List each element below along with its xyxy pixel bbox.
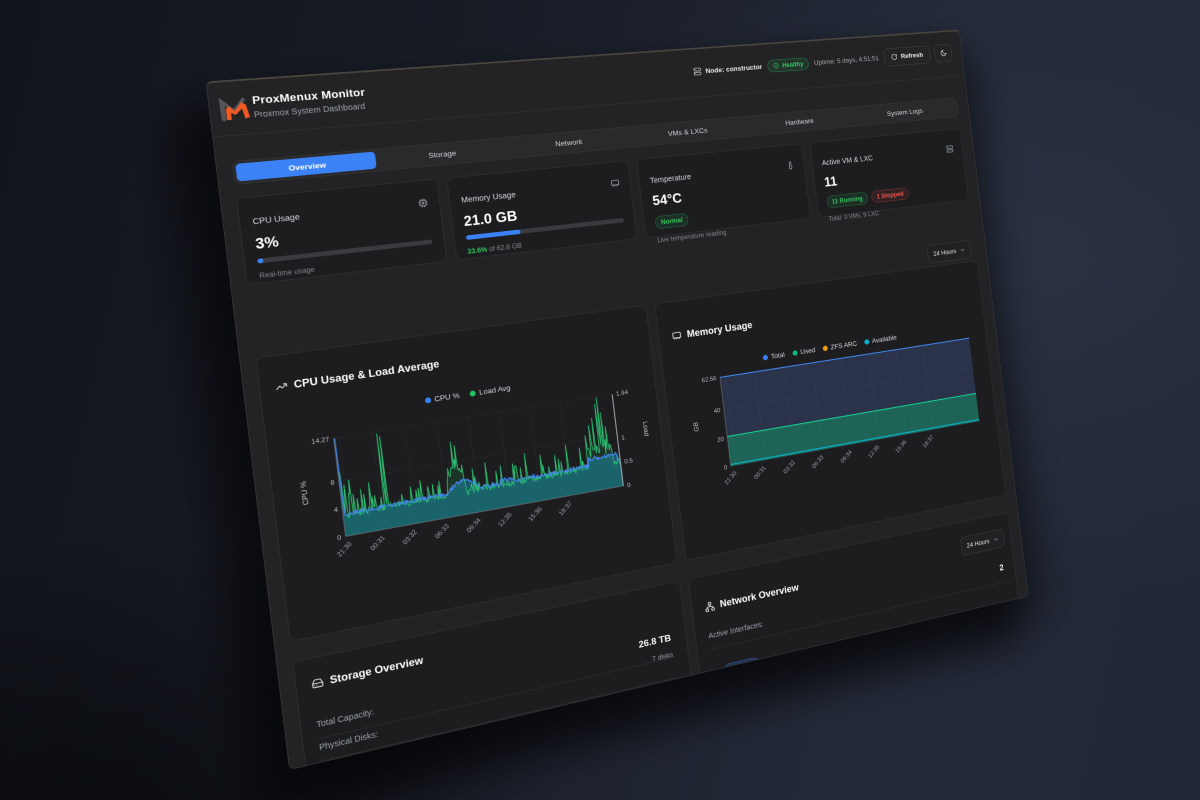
svg-text:15:36: 15:36 — [894, 438, 908, 454]
svg-text:12:35: 12:35 — [496, 511, 513, 529]
svg-text:00:31: 00:31 — [752, 464, 767, 480]
svg-text:18:37: 18:37 — [921, 434, 935, 450]
svg-text:21:30: 21:30 — [723, 470, 738, 487]
svg-text:06:33: 06:33 — [810, 454, 825, 470]
svg-text:1.94: 1.94 — [615, 388, 628, 397]
svg-text:18:37: 18:37 — [557, 500, 574, 517]
svg-text:15:36: 15:36 — [527, 505, 544, 522]
svg-text:21:30: 21:30 — [335, 540, 354, 558]
svg-text:Load: Load — [641, 421, 650, 437]
svg-text:20: 20 — [717, 435, 724, 443]
svg-text:00:31: 00:31 — [368, 534, 386, 552]
svg-text:14.27: 14.27 — [311, 435, 330, 446]
svg-text:03:32: 03:32 — [782, 459, 797, 475]
svg-text:CPU %: CPU % — [299, 481, 311, 506]
svg-text:8: 8 — [330, 478, 335, 487]
svg-text:0: 0 — [627, 481, 631, 489]
svg-text:4: 4 — [333, 505, 338, 514]
svg-text:0.5: 0.5 — [624, 456, 634, 465]
svg-text:40: 40 — [713, 406, 720, 414]
svg-text:03:32: 03:32 — [401, 528, 419, 546]
svg-text:06:33: 06:33 — [433, 522, 451, 540]
svg-text:GB: GB — [692, 421, 700, 432]
svg-text:09:34: 09:34 — [839, 448, 853, 464]
svg-text:0: 0 — [337, 533, 342, 542]
svg-text:09:34: 09:34 — [465, 516, 483, 534]
svg-text:0: 0 — [724, 463, 728, 471]
svg-text:1: 1 — [621, 434, 625, 442]
svg-text:62.56: 62.56 — [701, 374, 717, 384]
svg-text:12:35: 12:35 — [867, 443, 881, 459]
